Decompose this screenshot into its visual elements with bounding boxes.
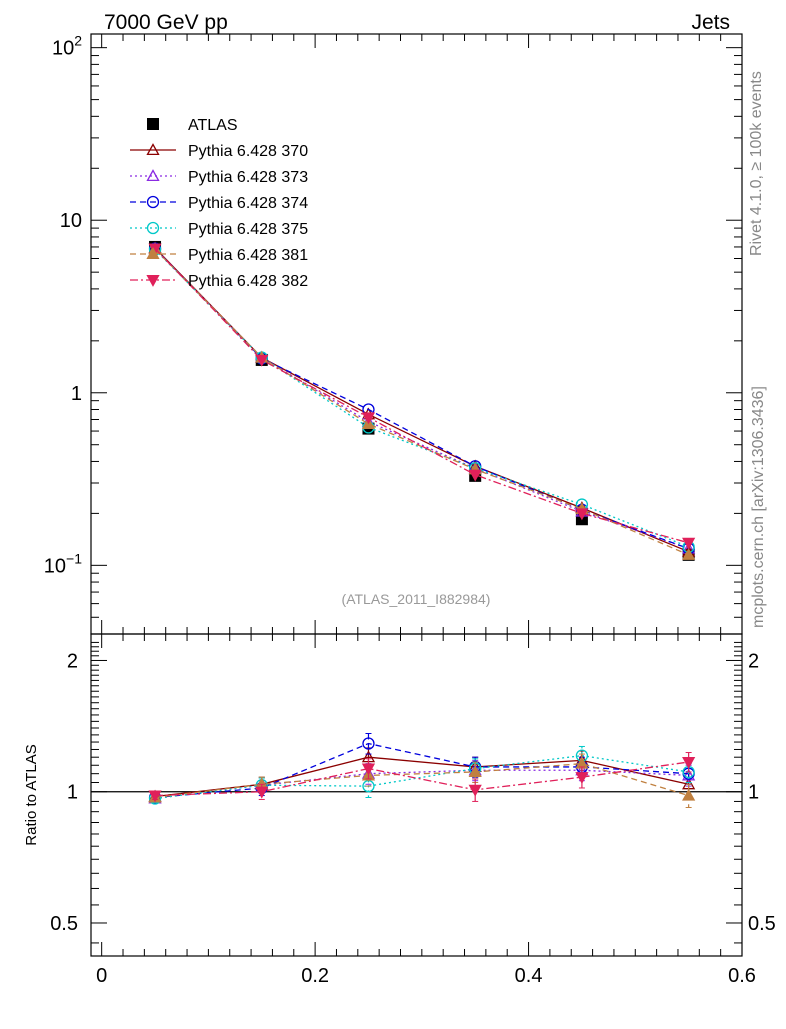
ratio-line-5 (155, 761, 689, 797)
main-ytick-label: 10−1 (44, 550, 82, 577)
series-line-3 (154, 249, 689, 548)
ratio-point-5 (468, 784, 482, 797)
header-left: 7000 GeV pp (104, 11, 228, 34)
main-ytick-label: 10 (60, 210, 82, 232)
ratio-point-2 (362, 737, 375, 750)
legend-marker-5 (146, 274, 160, 287)
legend-atlas-label: ATLAS (188, 117, 238, 134)
series-line-4 (154, 248, 689, 556)
ratio-line-0 (154, 756, 689, 798)
legend-label-2: Pythia 6.428 374 (188, 195, 308, 212)
legend-label-4: Pythia 6.428 381 (188, 247, 308, 264)
legend-marker-4 (146, 247, 160, 260)
series-line-0 (154, 247, 689, 553)
ratio-ytick-label-right: 0.5 (748, 913, 776, 935)
source-label: mcplots.cern.ch [arXiv:1306.3436] (750, 386, 767, 628)
main-ytick-label: 102 (52, 33, 82, 60)
legend-marker-0 (146, 143, 160, 156)
ratio-point-4 (468, 765, 482, 778)
ratio-ytick-label-right: 2 (748, 650, 759, 672)
axis-ticks: 102 10 1 10−1 0 0.2 0.4 0.6 2 2 1 1 0.5 0.5 (44, 33, 776, 987)
analysis-watermark: (ATLAS_2011_I882984) (342, 591, 491, 607)
ratio-plot-area (148, 732, 696, 809)
legend-marker-2 (146, 195, 160, 209)
ratio-point-5 (682, 756, 696, 769)
ratio-line-1 (154, 769, 689, 800)
legend-label-3: Pythia 6.428 375 (188, 221, 308, 238)
legend-atlas-marker (147, 118, 159, 130)
ratio-frame (90, 633, 743, 957)
ratio-ytick-label: 0.5 (50, 913, 78, 935)
legend-marker-1 (146, 169, 160, 182)
ratio-point-5 (575, 772, 589, 784)
ratio-xtick-label: 0.2 (301, 965, 329, 987)
series-point-5 (255, 354, 269, 367)
ratio-point-5 (361, 763, 376, 776)
legend-label-1: Pythia 6.428 373 (188, 169, 308, 186)
legend-label-5: Pythia 6.428 382 (188, 273, 308, 290)
ratio-ylabel: Ratio to ATLAS (23, 744, 40, 845)
series-point-5 (361, 412, 376, 425)
ratio-ytick-label: 2 (67, 650, 78, 672)
series-point-4 (682, 548, 696, 560)
ratio-point-5 (148, 790, 162, 803)
legend-marker-3 (146, 221, 160, 235)
ratio-ytick-label-right: 1 (748, 782, 759, 804)
series-line-5 (154, 248, 689, 544)
main-ytick-label: 1 (71, 383, 82, 405)
ratio-xtick-label: 0.4 (515, 965, 543, 987)
series-line-1 (154, 248, 689, 550)
series-point-5 (682, 537, 696, 550)
ratio-xtick-label: 0 (96, 965, 107, 987)
header-right: Jets (691, 11, 730, 34)
ratio-point-4 (682, 788, 696, 801)
series-line-2 (154, 248, 689, 550)
rivet-label: Rivet 4.1.0, ≥ 100k events (748, 71, 765, 256)
series-point-5 (575, 508, 589, 521)
ratio-xtick-label: 0.6 (728, 965, 756, 987)
ratio-line-2 (154, 742, 689, 799)
main-plot-area (148, 240, 696, 561)
ratio-ytick-label: 1 (67, 782, 78, 804)
legend: ATLAS Pythia 6.428 370 Pythia 6.428 373 Pyt… (130, 117, 308, 290)
legend-label-0: Pythia 6.428 370 (188, 143, 308, 160)
ratio-point-5 (255, 786, 269, 799)
series-point-5 (468, 469, 482, 482)
